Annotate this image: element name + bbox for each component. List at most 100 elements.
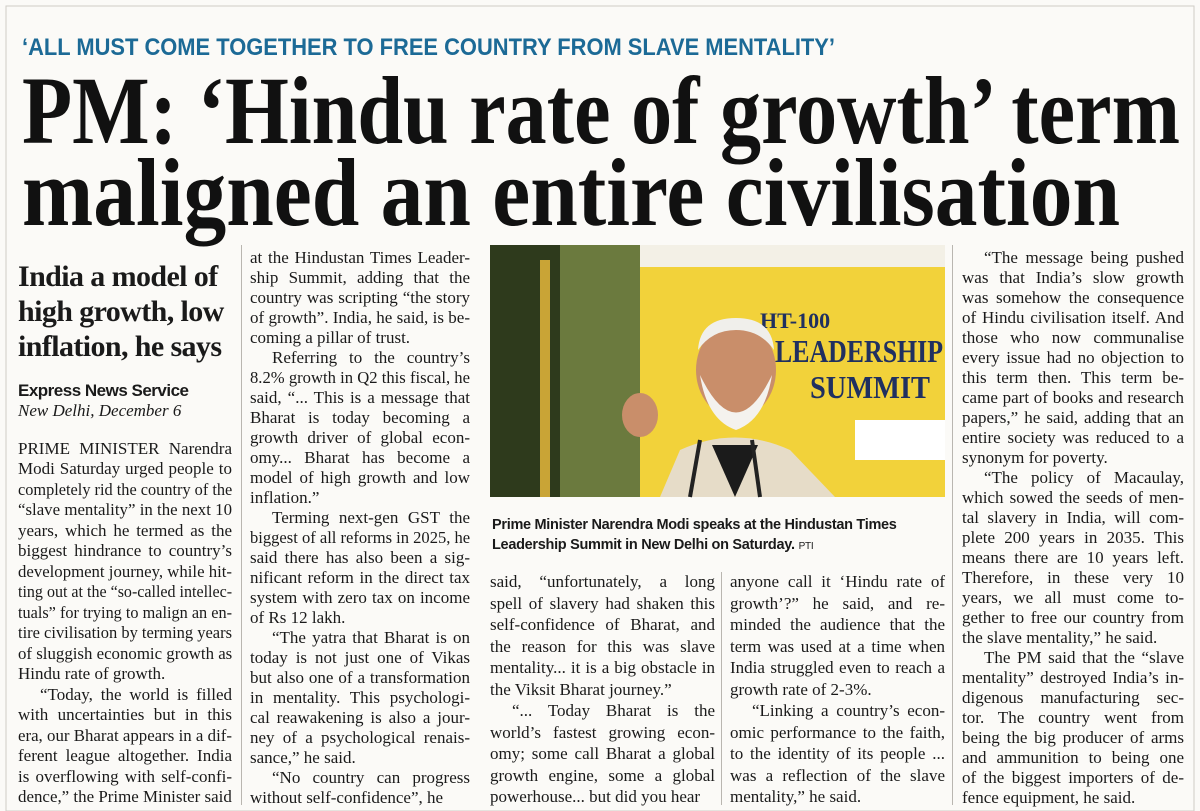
body-line: digenous manufacturing sec-: [962, 688, 1184, 707]
body-line: was somehow the consequence: [962, 288, 1184, 307]
body-line: entire society was reduced to a: [962, 428, 1184, 447]
body-line: the slave mentality,” he said.: [962, 628, 1158, 647]
body-line: spell of slavery had shaken this: [490, 593, 715, 613]
photo-hair: [698, 318, 774, 350]
body-line: growth driver of global econ-: [250, 428, 470, 447]
photo-face: [696, 322, 776, 418]
body-line: ney of a psychological renais-: [250, 728, 470, 747]
body-line: “... Today Bharat is the: [512, 701, 715, 720]
body-line: was a reflection of the slave: [730, 765, 945, 785]
body-line: ship Summit, adding that the: [250, 268, 470, 287]
body-line: biggest hindrance to country’s: [18, 541, 232, 561]
body-line: development journey, while hit-: [18, 561, 233, 581]
body-line: with uncertainties but in this: [18, 705, 232, 725]
body-line: omy... Bharat has become a: [250, 448, 470, 467]
photo: HT-100 LEADERSHIP SUMMIT: [490, 245, 945, 498]
body-line: “The policy of Macaulay,: [984, 468, 1184, 487]
text-column: at the Hindustan Times Leader-ship Summi…: [250, 248, 470, 807]
body-line: growth engine, some a global: [490, 765, 715, 785]
body-line: completely rid the country of the: [18, 479, 233, 499]
photo-mic: [688, 439, 702, 498]
body-line: self-confidence of Bharat, and: [490, 615, 715, 634]
body-line: biggest of all reforms in 2025, he: [250, 528, 471, 547]
body-line: inflation.”: [250, 488, 320, 507]
body-line: “The yatra that Bharat is on: [272, 628, 470, 647]
body-line: mentality,” he said.: [730, 787, 862, 806]
body-line: tor. The country went from: [962, 708, 1184, 727]
photo-sign-text: SUMMIT: [810, 369, 930, 405]
body-line: said there has also been a sig-: [250, 548, 470, 567]
dateline: New Delhi, December 6: [18, 401, 182, 420]
body-line: said, “unfortunately, a long: [490, 572, 715, 591]
body-line: anyone call it ‘Hindu rate of: [730, 572, 945, 591]
body-line: “Linking a country’s econ-: [752, 701, 945, 720]
kicker: ‘ALL MUST COME TOGETHER TO FREE COUNTRY …: [22, 34, 835, 61]
body-line: without self-confidence”, he: [250, 788, 444, 807]
body-line: “slave mentality” in the next 10: [18, 500, 232, 520]
body-line: being the big producer of arms: [962, 728, 1184, 747]
byline: Express News Service: [18, 381, 189, 400]
body-line: omy; some call Bharat a global: [490, 744, 715, 763]
text-column: PRIME MINISTER Narendra Modi Saturday urg…: [18, 439, 232, 807]
body-line: Therefore, in these very 10: [962, 568, 1184, 587]
body-line: Terming next-gen GST the: [272, 508, 470, 527]
text-column: “The message being pushed was that India’…: [962, 248, 1184, 807]
body-line: tire civilisation by terming years: [18, 623, 232, 643]
body-line: system with zero tax on income: [250, 588, 470, 607]
body-line: said, “... This is a message that: [250, 388, 470, 407]
photo-credit: PTI: [798, 541, 814, 552]
headline: maligned an entire civilisation: [22, 139, 1120, 246]
body-line: which sowed the seeds of men-: [962, 488, 1184, 507]
photo-mic: [750, 439, 762, 498]
body-line: this term then. This term be-: [962, 368, 1184, 387]
body-line: “No country can progress: [272, 768, 470, 787]
body-line: “The message being pushed: [984, 248, 1184, 267]
body-line: PRIME MINISTER Narendra: [18, 439, 232, 458]
body-line: Referring to the country’s: [272, 348, 470, 367]
body-line: but also one of a transformation: [250, 668, 470, 687]
body-line: term was used at a time when: [730, 636, 945, 656]
body-line: cal reawakening is also a jour-: [250, 708, 470, 727]
body-line: ferent league altogether. India: [18, 746, 232, 766]
photo-shirt: [712, 445, 758, 497]
body-line: of sluggish economic growth as: [18, 643, 233, 663]
body-line: the reason for this was slave: [490, 636, 715, 656]
body-line: gether to free our country from: [962, 608, 1184, 627]
body-line: growth’?” he said, and re-: [730, 593, 945, 613]
subhead: India a model of: [18, 260, 218, 293]
body-line: those who now communalise: [962, 328, 1184, 347]
text-column: anyone call it ‘Hindu rate of growth’?” h…: [730, 572, 945, 807]
photo-beard: [700, 375, 772, 430]
text-column: said, “unfortunately, a long spell of sla…: [490, 572, 715, 807]
body-line: and ammunition to being one: [962, 748, 1184, 767]
column-rule: [241, 245, 242, 805]
caption: Prime Minister Narendra Modi speaks at t…: [492, 517, 897, 533]
body-line: came part of books and research: [962, 388, 1184, 407]
body-line: to the identity of its people ...: [730, 744, 945, 763]
body-line: today is not just one of Vikas: [250, 648, 470, 667]
headline: PM: ‘Hindu rate of growth’ term: [22, 57, 1180, 164]
photo-pole: [540, 260, 550, 497]
body-line: tal slavery in India, will com-: [962, 508, 1184, 527]
body-line: growth rate of 2-3%.: [730, 679, 872, 699]
caption-text: Leadership Summit in New Delhi on Saturd…: [492, 537, 795, 553]
column-rule: [952, 245, 953, 805]
body-line: was that India’s slow growth: [962, 268, 1184, 287]
body-line: years, we all must come to-: [962, 588, 1184, 607]
body-line: of Rs 12 lakh.: [250, 608, 346, 627]
body-line: ting out at the “so-called intellec-: [18, 582, 233, 602]
body-line: world’s fastest growing econ-: [490, 722, 715, 742]
body-line: dence,” the Prime Minister said: [18, 786, 232, 806]
body-line: the Viksit Bharat journey.”: [490, 679, 672, 699]
body-line: years, which he termed as the: [18, 520, 232, 540]
body-line: coming a pillar of trust.: [250, 328, 411, 347]
body-line: every issue had no objection to: [962, 348, 1184, 367]
body-line: Hindu rate of growth.: [18, 664, 166, 684]
body-line: Bharat is today becoming a: [250, 408, 470, 427]
subhead: high growth, low: [18, 295, 224, 328]
body-line: 8.2% growth in Q2 this fiscal, he: [250, 368, 470, 387]
body-line: tuals” for trying to malign an en-: [18, 602, 232, 622]
body-line: nificant reform in the direct tax: [250, 568, 470, 587]
body-line: mentality... it is a big obstacle in: [490, 658, 715, 677]
